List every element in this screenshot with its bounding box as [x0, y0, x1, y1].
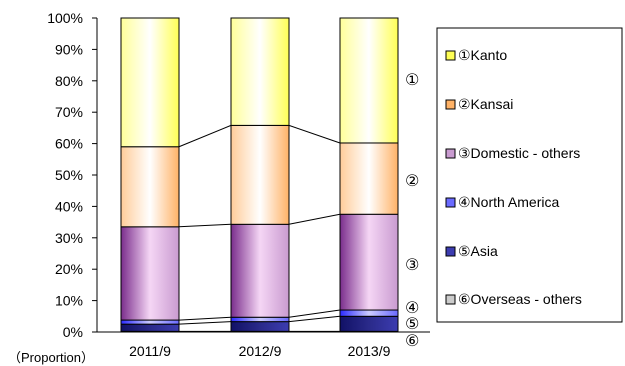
bar-segment — [120, 226, 180, 321]
bar-segment — [339, 309, 399, 317]
legend: ①Kanto ②Kansai ③Domestic - others ④North Am… — [436, 27, 623, 323]
bar-segment — [230, 321, 290, 332]
legend-swatch — [445, 197, 456, 208]
y-tick-label: 20% — [55, 261, 83, 277]
bar-segment — [230, 124, 290, 225]
y-axis-label: （Proportion） — [8, 350, 94, 365]
bar-segment — [339, 142, 399, 215]
y-tick-label: 0% — [63, 324, 83, 340]
x-tick-label: 2011/9 — [129, 343, 171, 359]
bar-segment — [120, 17, 180, 148]
connector-line — [178, 124, 232, 148]
bar-segment — [230, 316, 290, 323]
bars — [120, 17, 399, 333]
bar-segment — [120, 323, 180, 332]
x-tick-label: 2012/9 — [239, 343, 282, 359]
bar-segment — [339, 315, 399, 332]
series-marker: ⑤ — [405, 316, 419, 333]
connector-lines — [178, 124, 341, 332]
connector-line — [178, 223, 232, 228]
y-tick-label: 90% — [55, 41, 83, 57]
y-tick-label: 70% — [55, 104, 83, 120]
legend-label: ⑤Asia — [458, 243, 498, 259]
y-axis: 0% 10% 20% 30% 40% 50% 60% 70% 80% 90% 100% — [47, 10, 430, 340]
x-tick-label: 2013/9 — [348, 343, 391, 359]
legend-label: ①Kanto — [458, 47, 507, 63]
series-marker: ④ — [405, 300, 419, 317]
legend-swatch — [445, 294, 456, 305]
series-marker: ③ — [405, 257, 419, 274]
right-markers: ① ② ③ ④⑤⑥ — [405, 72, 419, 350]
legend-swatch — [445, 50, 456, 61]
bar-segment — [120, 319, 180, 325]
bar-segment — [339, 213, 399, 311]
y-tick-label: 40% — [55, 198, 83, 214]
connector-line — [288, 309, 341, 318]
connector-line — [288, 124, 341, 144]
bar-segment — [230, 17, 290, 126]
legend-swatch — [445, 148, 456, 159]
connector-line — [288, 213, 341, 225]
y-tick-label: 50% — [55, 167, 83, 183]
y-tick-label: 30% — [55, 230, 83, 246]
connector-line — [178, 321, 232, 325]
y-tick-label: 80% — [55, 73, 83, 89]
connector-line — [178, 316, 232, 321]
series-marker: ⑥ — [405, 333, 419, 350]
y-tick-label: 10% — [55, 293, 83, 309]
legend-label: ④North America — [458, 194, 559, 210]
legend-label: ⑥Overseas - others — [458, 291, 582, 307]
connector-line — [288, 315, 341, 323]
legend-swatch — [445, 99, 456, 110]
bar-segment — [230, 223, 290, 318]
legend-swatch — [445, 246, 456, 257]
x-axis-labels: 2011/9 2012/9 2013/9 — [129, 343, 391, 359]
legend-box — [436, 27, 623, 323]
y-tick-label: 100% — [47, 10, 83, 26]
legend-label: ②Kansai — [458, 96, 513, 112]
series-marker: ② — [405, 173, 419, 190]
legend-label: ③Domestic - others — [458, 145, 580, 161]
series-marker: ① — [405, 72, 419, 89]
bar-segment — [339, 17, 399, 144]
y-tick-label: 60% — [55, 136, 83, 152]
bar-segment — [120, 146, 180, 228]
